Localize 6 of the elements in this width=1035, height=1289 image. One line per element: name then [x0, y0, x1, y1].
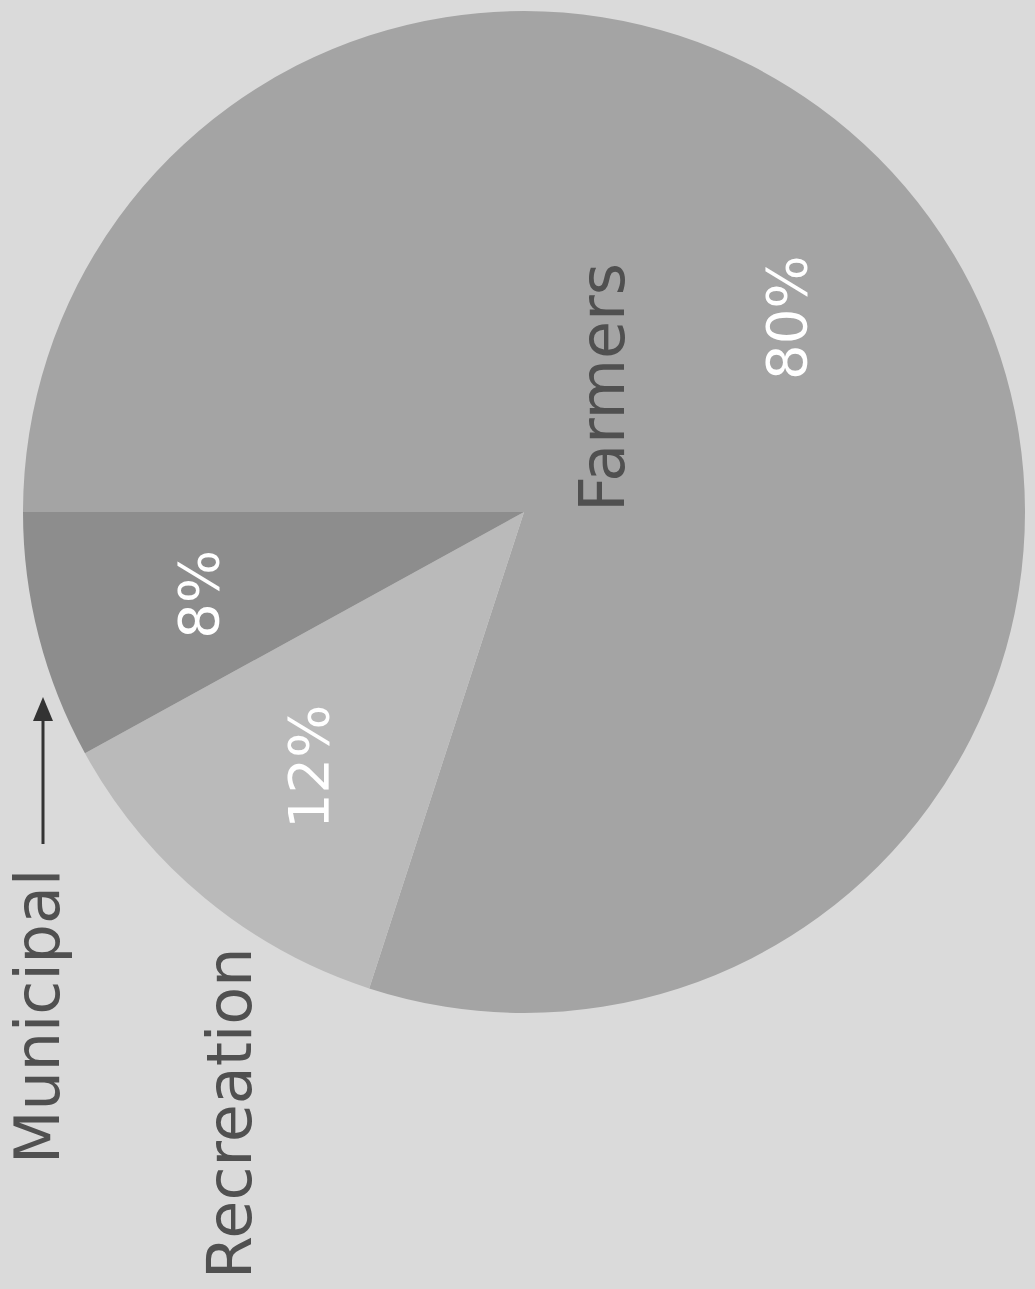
- data-label: 8%: [166, 549, 232, 639]
- slice-label: Farmers: [566, 262, 640, 512]
- data-label: 12%: [275, 704, 341, 830]
- slice-label: Municipal: [0, 868, 74, 1164]
- slice-label: Recreation: [192, 947, 266, 1279]
- data-label: 80%: [754, 255, 820, 380]
